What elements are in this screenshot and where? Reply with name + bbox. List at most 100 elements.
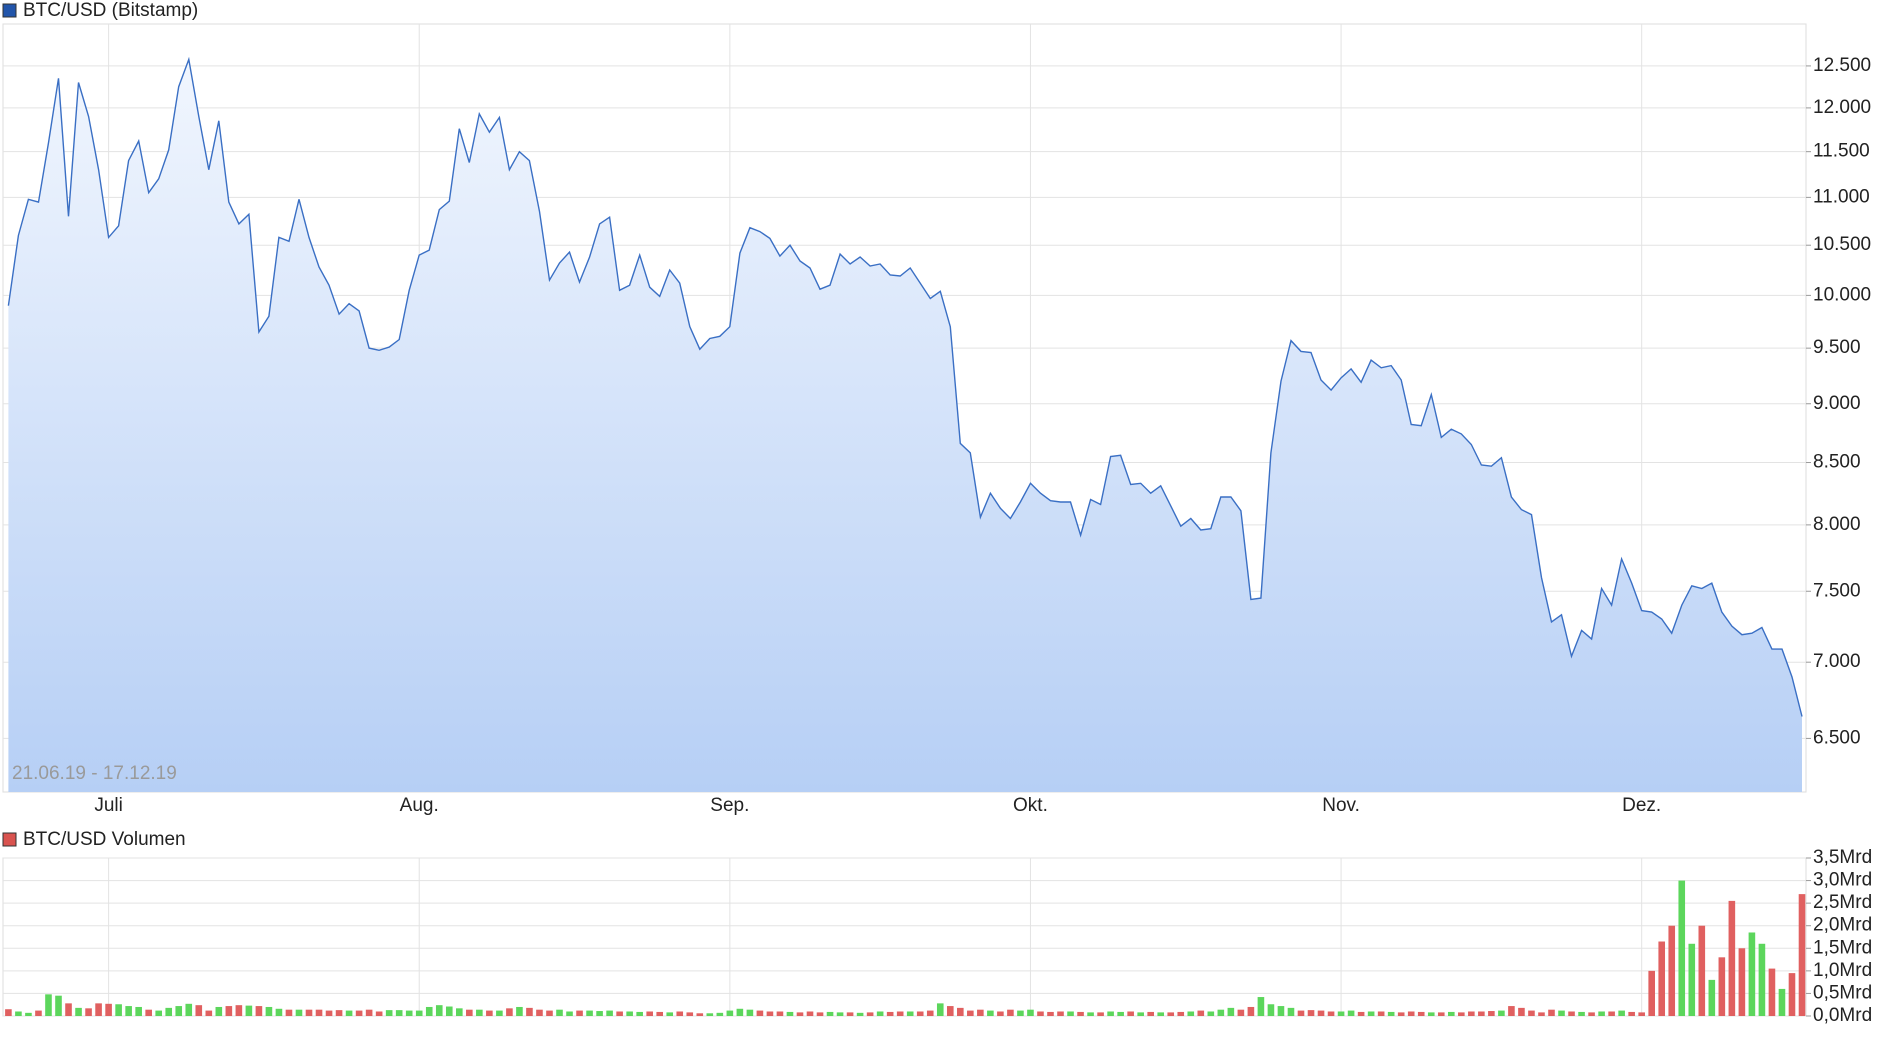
volume-bar — [1798, 894, 1806, 1016]
volume-bar — [1768, 968, 1776, 1016]
volume-bar — [1608, 1011, 1615, 1016]
volume-bar — [716, 1012, 724, 1016]
y-tick-label: 2,5Mrd — [1813, 892, 1872, 913]
volume-bar — [1157, 1012, 1165, 1016]
volume-bar — [726, 1010, 734, 1016]
volume-bar — [1678, 880, 1686, 1016]
y-tick-label: 8.500 — [1813, 452, 1861, 473]
volume-bar — [205, 1010, 213, 1016]
volume-bar — [1137, 1012, 1144, 1016]
volume-bar — [45, 994, 52, 1016]
volume-bar — [415, 1010, 423, 1016]
volume-bar — [666, 1012, 674, 1016]
volume-bar — [225, 1006, 233, 1016]
volume-bar — [866, 1012, 874, 1016]
volume-bar — [1588, 1012, 1595, 1016]
volume-bar — [1367, 1011, 1375, 1016]
volume-bar — [926, 1010, 934, 1016]
volume-bar — [676, 1011, 684, 1016]
volume-bar — [1197, 1010, 1205, 1016]
volume-bar — [526, 1007, 533, 1016]
volume-bar — [1247, 1006, 1255, 1016]
volume-bar — [1407, 1011, 1415, 1016]
volume-bar — [345, 1010, 353, 1016]
volume-bar — [105, 1003, 112, 1016]
volume-bar — [686, 1012, 694, 1016]
volume-bar — [616, 1011, 623, 1016]
volume-bar — [1297, 1010, 1305, 1016]
volume-bar — [756, 1010, 764, 1016]
volume-bar — [1117, 1011, 1124, 1016]
volume-bar — [816, 1012, 824, 1016]
volume-bar — [435, 1005, 443, 1016]
volume-bar — [1317, 1010, 1325, 1016]
volume-bar — [65, 1003, 72, 1016]
volume-bar — [1738, 948, 1746, 1016]
y-tick-label: 11.000 — [1813, 186, 1870, 207]
x-tick-label: Dez. — [1622, 795, 1661, 816]
volume-bar — [1047, 1011, 1054, 1016]
volume-bar — [946, 1006, 954, 1016]
volume-bar — [1177, 1011, 1185, 1016]
y-tick-label: 9.000 — [1813, 393, 1861, 414]
y-tick-label: 6.500 — [1813, 727, 1861, 748]
volume-bar — [1447, 1011, 1455, 1016]
volume-bar — [896, 1011, 904, 1016]
volume-bar — [706, 1013, 714, 1016]
y-tick-label: 9.500 — [1813, 337, 1861, 358]
volume-bar — [1387, 1011, 1395, 1016]
volume-bar — [1748, 932, 1756, 1016]
volume-bar — [115, 1004, 122, 1016]
volume-bar — [305, 1009, 313, 1016]
volume-bar — [1217, 1009, 1225, 1016]
volume-bar — [1227, 1007, 1235, 1016]
y-tick-label: 7.000 — [1813, 651, 1861, 672]
volume-bar — [35, 1010, 42, 1016]
volume-bar — [375, 1011, 383, 1016]
date-range: 21.06.19 - 17.12.19 — [12, 763, 177, 784]
volume-bar — [1237, 1009, 1245, 1016]
volume-bar — [1267, 1004, 1275, 1016]
volume-bar — [255, 1006, 263, 1016]
volume-bar — [315, 1009, 323, 1016]
volume-bar — [335, 1010, 343, 1016]
volume-bar — [1658, 941, 1666, 1016]
volume-bar — [1337, 1011, 1345, 1016]
y-tick-label: 12.000 — [1813, 97, 1871, 118]
volume-bar — [626, 1011, 633, 1016]
y-tick-label: 12.500 — [1813, 55, 1871, 76]
volume-bar — [265, 1006, 273, 1016]
volume-bar — [1528, 1010, 1535, 1016]
volume-bar — [85, 1008, 92, 1016]
volume-bar — [656, 1011, 664, 1016]
volume-bar — [456, 1008, 463, 1016]
volume-bar — [165, 1007, 173, 1016]
volume-bar — [425, 1006, 433, 1016]
volume-bar — [766, 1011, 774, 1016]
volume-bar — [506, 1008, 513, 1016]
y-tick-label: 7.500 — [1813, 580, 1861, 601]
volume-bar — [1728, 900, 1736, 1016]
volume-bar — [1758, 943, 1766, 1016]
volume-bar — [736, 1008, 744, 1016]
price-line — [7, 56, 1803, 717]
volume-bar — [576, 1010, 583, 1016]
volume-bar — [1307, 1010, 1315, 1016]
y-tick-label: 3,0Mrd — [1813, 870, 1872, 891]
volume-bar — [556, 1009, 563, 1016]
volume-bar — [1638, 1012, 1645, 1016]
volume-bar — [1417, 1011, 1425, 1016]
volume-bar — [1778, 988, 1786, 1016]
volume-bar — [1568, 1011, 1575, 1016]
volume-bar — [1257, 997, 1265, 1016]
volume-bar — [846, 1012, 854, 1016]
volume-bar — [906, 1011, 914, 1016]
volume-bar — [1598, 1011, 1605, 1016]
volume-bar — [195, 1005, 203, 1016]
volume-bar — [1057, 1011, 1064, 1016]
legend-swatch — [2, 832, 17, 847]
volume-bar — [1377, 1011, 1385, 1016]
volume-bar — [936, 1003, 944, 1016]
volume-bar — [977, 1009, 984, 1016]
